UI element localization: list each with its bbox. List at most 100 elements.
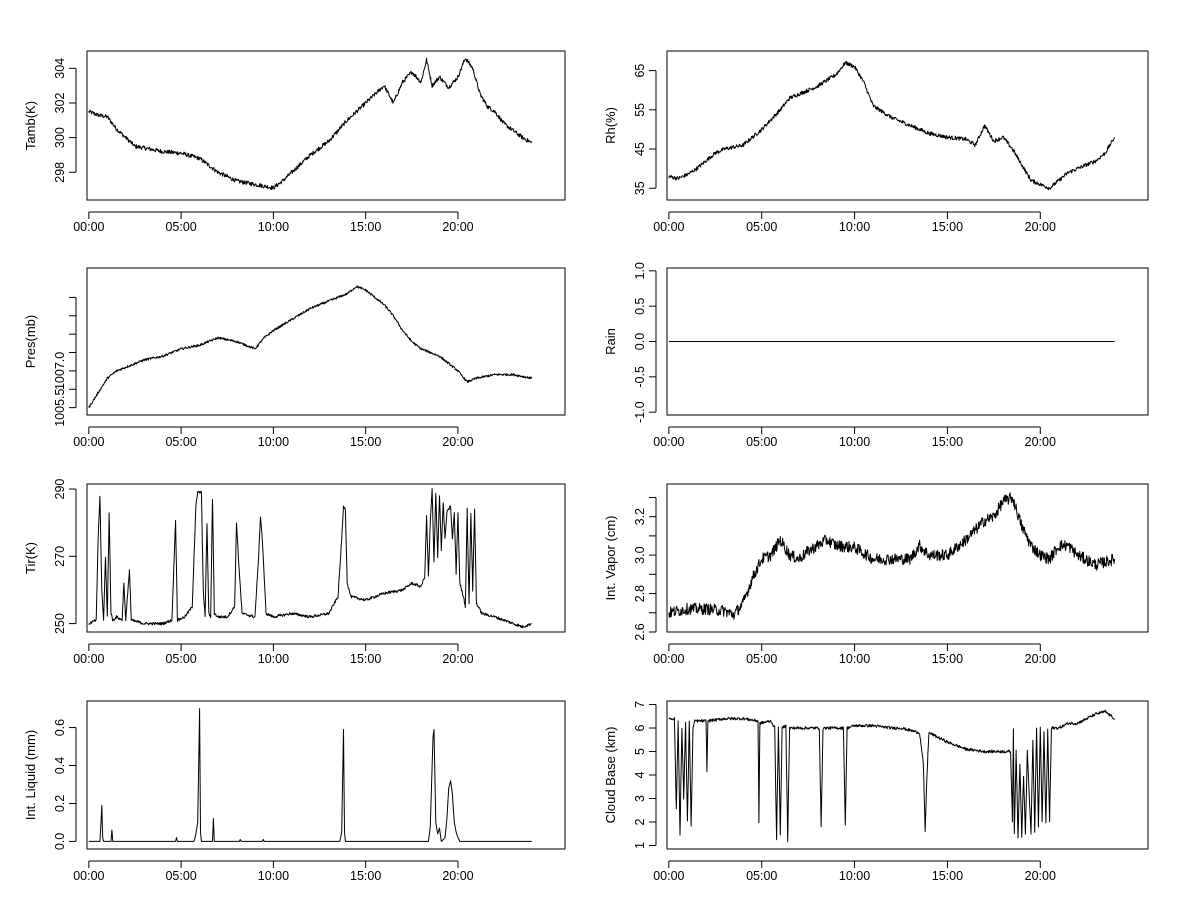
y-tick-label: 1007.0 [53, 352, 67, 390]
x-tick-label: 05:00 [165, 869, 196, 883]
panel-liquid: 00:00 05:00 10:00 15:00 20:00 0.0 0.2 0.4 0.6 Int… [23, 700, 566, 883]
y-tick-label: 2.8 [633, 585, 647, 602]
y-tick-label: 2 [633, 818, 647, 825]
x-tick-label: 05:00 [746, 435, 777, 449]
x-tick-label: 15:00 [932, 652, 963, 666]
y-axis-label: Rh(%) [603, 107, 618, 144]
x-tick-label: 05:00 [165, 220, 196, 234]
y-tick-label: 0.6 [53, 719, 67, 736]
x-tick-label: 15:00 [350, 652, 381, 666]
x-tick-label: 20:00 [1025, 869, 1056, 883]
plot-frame [666, 267, 1149, 416]
y-tick-label: 290 [53, 479, 67, 500]
x-tick-label: 00:00 [653, 869, 684, 883]
series-line-cloudbase [668, 709, 1116, 842]
plot-frame [86, 267, 566, 416]
x-tick-label: 10:00 [839, 869, 870, 883]
x-tick-label: 00:00 [73, 652, 104, 666]
y-axis-label: Int. Liquid (mm) [23, 730, 38, 820]
x-tick-label: 15:00 [932, 220, 963, 234]
x-tick-label: 10:00 [258, 220, 289, 234]
x-tick-label: 15:00 [350, 220, 381, 234]
x-tick-label: 05:00 [746, 652, 777, 666]
x-tick-label: 00:00 [73, 869, 104, 883]
y-tick-label: 2.6 [633, 623, 647, 640]
panel-tamb: 00:00 05:00 10:00 15:00 20:00 298 300 302 304 Tam… [23, 50, 566, 234]
y-tick-label: 0.4 [53, 757, 67, 774]
x-tick-label: 10:00 [258, 435, 289, 449]
y-tick-label: -0.5 [633, 366, 647, 388]
y-axis-label: Tir(K) [23, 542, 38, 574]
x-tick-label: 15:00 [932, 435, 963, 449]
x-tick-label: 20:00 [1025, 435, 1056, 449]
y-tick-label: 3.2 [633, 508, 647, 525]
y-tick-label: 300 [53, 127, 67, 148]
y-tick-label: 304 [53, 58, 67, 79]
panel-tir: 00:00 05:00 10:00 15:00 20:00 250 270 290 Tir(K) [23, 479, 566, 666]
y-tick-label: 1 [633, 842, 647, 849]
x-tick-label: 15:00 [932, 869, 963, 883]
x-tick-label: 20:00 [442, 220, 473, 234]
plot-frame [666, 50, 1149, 201]
x-tick-label: 05:00 [165, 435, 196, 449]
x-tick-label: 00:00 [653, 652, 684, 666]
x-tick-label: 10:00 [258, 652, 289, 666]
panel-cloudbase: 00:00 05:00 10:00 15:00 20:00 1 2 3 4 5 6 7 Cloud Ba… [603, 700, 1149, 883]
y-tick-label: 250 [53, 613, 67, 634]
plot-frame [666, 483, 1149, 633]
x-tick-label: 05:00 [746, 869, 777, 883]
y-tick-label: 0.0 [53, 833, 67, 850]
y-tick-label: 7 [633, 701, 647, 708]
x-tick-label: 00:00 [73, 435, 104, 449]
y-tick-label: 3.0 [633, 546, 647, 563]
y-tick-label: 0.0 [633, 333, 647, 350]
y-tick-label: -1.0 [633, 401, 647, 423]
y-tick-label: 6 [633, 724, 647, 731]
y-tick-label: 65 [633, 64, 647, 78]
y-tick-label: 302 [53, 93, 67, 114]
plot-frame [86, 50, 566, 201]
x-tick-label: 00:00 [653, 220, 684, 234]
x-tick-label: 05:00 [746, 220, 777, 234]
series-line-liquid [88, 708, 532, 842]
x-tick-label: 10:00 [839, 220, 870, 234]
y-axis-label: Tamb(K) [23, 101, 38, 150]
y-axis-label: Int. Vapor (cm) [603, 515, 618, 600]
series-line-rh [668, 60, 1116, 191]
x-tick-label: 20:00 [442, 652, 473, 666]
x-tick-label: 15:00 [350, 435, 381, 449]
panel-vapor: 00:00 05:00 10:00 15:00 20:00 2.6 2.8 3.0 3.2 Int… [603, 483, 1149, 666]
x-tick-label: 20:00 [442, 869, 473, 883]
x-tick-label: 00:00 [73, 220, 104, 234]
panel-rh: 00:00 05:00 10:00 15:00 20:00 35 45 55 65 Rh(%) [603, 50, 1149, 234]
series-line-vapor [668, 492, 1116, 620]
x-tick-label: 20:00 [1025, 220, 1056, 234]
x-tick-label: 20:00 [1025, 652, 1056, 666]
x-tick-label: 05:00 [165, 652, 196, 666]
x-tick-label: 10:00 [258, 869, 289, 883]
y-tick-label: 1.0 [633, 262, 647, 279]
y-axis-label: Cloud Base (km) [603, 727, 618, 824]
x-tick-label: 15:00 [350, 869, 381, 883]
y-tick-label: 1005.5 [53, 388, 67, 426]
x-tick-label: 20:00 [442, 435, 473, 449]
y-tick-label: 0.2 [53, 795, 67, 812]
plot-frame [86, 483, 566, 633]
y-tick-label: 3 [633, 795, 647, 802]
panel-rain: 00:00 05:00 10:00 15:00 20:00 -1.0 -0.5 0.0 0.5 1… [603, 262, 1149, 449]
plot-frame [86, 700, 566, 850]
y-tick-label: 270 [53, 546, 67, 567]
y-tick-label: 55 [633, 103, 647, 117]
series-line-tir [88, 488, 532, 629]
y-tick-label: 5 [633, 748, 647, 755]
y-tick-label: 0.5 [633, 297, 647, 314]
x-tick-label: 10:00 [839, 435, 870, 449]
y-tick-label: 298 [53, 162, 67, 183]
series-line-pres [88, 285, 533, 408]
y-axis-label: Pres(mb) [23, 315, 38, 368]
plot-frame [666, 700, 1149, 850]
x-tick-label: 10:00 [839, 652, 870, 666]
y-tick-label: 35 [633, 181, 647, 195]
